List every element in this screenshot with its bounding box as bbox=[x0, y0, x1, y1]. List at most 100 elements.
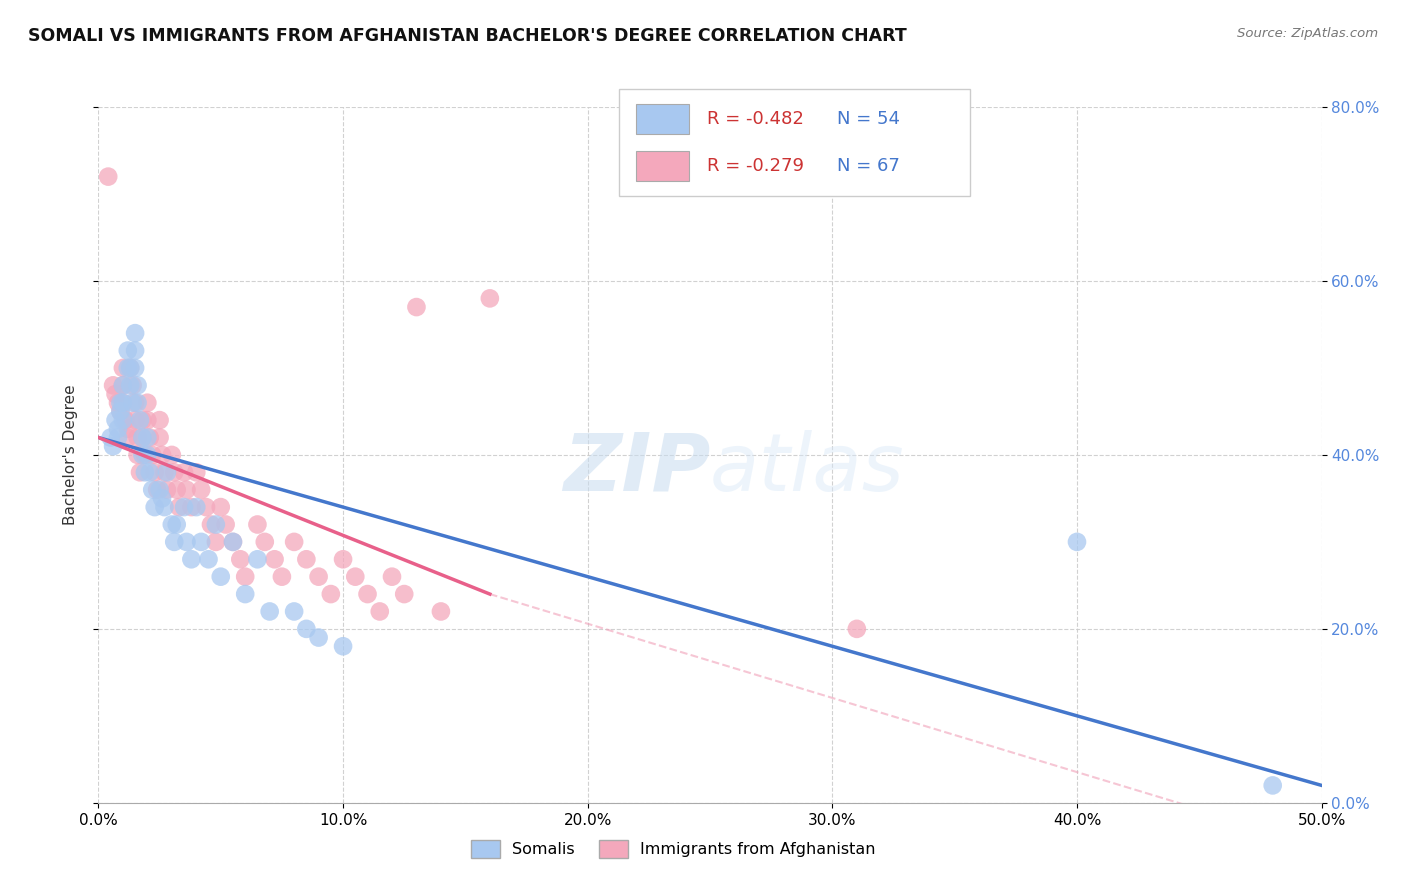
Text: Source: ZipAtlas.com: Source: ZipAtlas.com bbox=[1237, 27, 1378, 40]
Point bbox=[180, 500, 202, 514]
Point bbox=[229, 552, 252, 566]
Point bbox=[332, 639, 354, 653]
Point bbox=[150, 448, 173, 462]
Point bbox=[1261, 778, 1284, 792]
Point bbox=[146, 483, 169, 497]
Point bbox=[131, 431, 153, 445]
Point bbox=[141, 448, 163, 462]
Point bbox=[308, 570, 330, 584]
Point bbox=[111, 396, 134, 410]
Point bbox=[344, 570, 367, 584]
Point bbox=[253, 534, 276, 549]
Point bbox=[149, 431, 172, 445]
Y-axis label: Bachelor's Degree: Bachelor's Degree bbox=[63, 384, 77, 525]
Text: SOMALI VS IMMIGRANTS FROM AFGHANISTAN BACHELOR'S DEGREE CORRELATION CHART: SOMALI VS IMMIGRANTS FROM AFGHANISTAN BA… bbox=[28, 27, 907, 45]
Point bbox=[332, 552, 354, 566]
Text: N = 54: N = 54 bbox=[837, 111, 900, 128]
Point bbox=[124, 360, 146, 375]
Point bbox=[845, 622, 868, 636]
Point bbox=[1066, 534, 1088, 549]
Point bbox=[173, 500, 195, 514]
Point bbox=[139, 431, 162, 445]
Point bbox=[180, 552, 202, 566]
Point bbox=[160, 448, 183, 462]
Point bbox=[129, 466, 152, 480]
Point bbox=[209, 500, 232, 514]
Point bbox=[392, 587, 416, 601]
Point bbox=[233, 587, 256, 601]
Point bbox=[356, 587, 378, 601]
Point bbox=[120, 360, 142, 375]
Point bbox=[295, 622, 318, 636]
Point bbox=[121, 378, 143, 392]
Point bbox=[214, 517, 236, 532]
Point bbox=[139, 466, 162, 480]
Point bbox=[143, 500, 166, 514]
Point bbox=[117, 431, 139, 445]
Point bbox=[131, 413, 153, 427]
Point bbox=[111, 413, 134, 427]
Point bbox=[200, 517, 222, 532]
Point bbox=[110, 396, 132, 410]
Point bbox=[127, 448, 149, 462]
Point bbox=[149, 483, 172, 497]
Point bbox=[136, 448, 159, 462]
Point bbox=[295, 552, 318, 566]
Point bbox=[233, 570, 256, 584]
Point bbox=[263, 552, 285, 566]
Point bbox=[107, 422, 129, 436]
Point bbox=[205, 534, 228, 549]
Point bbox=[149, 413, 172, 427]
Point bbox=[124, 326, 146, 340]
Point bbox=[143, 466, 166, 480]
Point bbox=[100, 431, 122, 445]
Point bbox=[131, 448, 153, 462]
Point bbox=[136, 396, 159, 410]
Point bbox=[111, 378, 134, 392]
Point bbox=[163, 534, 186, 549]
Point bbox=[97, 169, 120, 184]
Point bbox=[308, 631, 330, 645]
Point bbox=[160, 517, 183, 532]
Point bbox=[222, 534, 245, 549]
Point bbox=[150, 491, 173, 506]
Point bbox=[104, 387, 127, 401]
Point bbox=[124, 413, 146, 427]
Point bbox=[246, 552, 269, 566]
Point bbox=[186, 466, 208, 480]
Point bbox=[167, 500, 190, 514]
Point bbox=[381, 570, 404, 584]
Point bbox=[121, 396, 143, 410]
Point bbox=[156, 466, 179, 480]
Point bbox=[197, 552, 219, 566]
Text: ZIP: ZIP bbox=[562, 430, 710, 508]
Point bbox=[205, 517, 228, 532]
Text: atlas: atlas bbox=[710, 430, 905, 508]
Point bbox=[368, 605, 391, 619]
Point bbox=[127, 431, 149, 445]
Point bbox=[186, 500, 208, 514]
Point bbox=[173, 466, 195, 480]
Text: N = 67: N = 67 bbox=[837, 157, 900, 175]
Point bbox=[101, 439, 124, 453]
Point bbox=[405, 300, 427, 314]
Text: R = -0.482: R = -0.482 bbox=[707, 111, 803, 128]
Point bbox=[166, 483, 188, 497]
Point bbox=[101, 378, 124, 392]
Point bbox=[117, 360, 139, 375]
Point bbox=[107, 431, 129, 445]
Point bbox=[430, 605, 453, 619]
Point bbox=[110, 404, 132, 418]
Point bbox=[190, 483, 212, 497]
Point bbox=[117, 422, 139, 436]
Point bbox=[129, 413, 152, 427]
Point bbox=[111, 378, 134, 392]
Point bbox=[124, 343, 146, 358]
Text: R = -0.279: R = -0.279 bbox=[707, 157, 803, 175]
FancyBboxPatch shape bbox=[637, 104, 689, 134]
Point bbox=[124, 396, 146, 410]
Point bbox=[163, 466, 186, 480]
Point bbox=[270, 570, 294, 584]
Point bbox=[110, 404, 132, 418]
Point bbox=[120, 360, 142, 375]
